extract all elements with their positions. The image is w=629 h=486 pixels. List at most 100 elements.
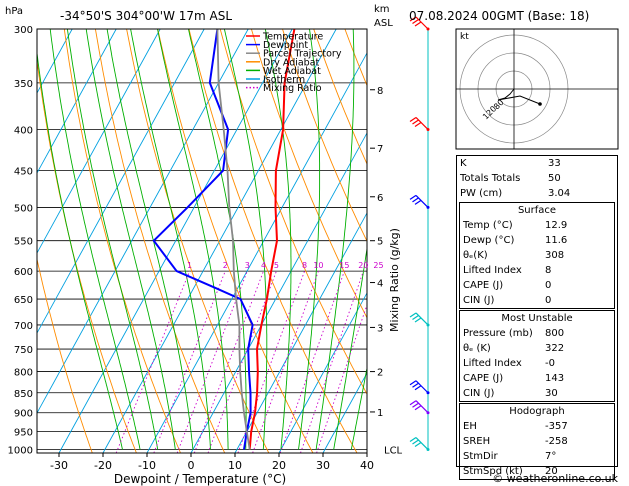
- pressure-tick-label: 500: [14, 203, 33, 214]
- dry-adiabat-line: [219, 29, 367, 395]
- index-label: K: [460, 158, 467, 169]
- pressure-tick-label: 900: [14, 409, 33, 420]
- mixing-ratio-line: [300, 270, 364, 453]
- index-row: StmSpd (kt) 20: [460, 464, 614, 479]
- isotherm-line: [37, 29, 117, 174]
- wet-adiabat-line: [49, 29, 141, 450]
- km-tick-label: 6: [377, 193, 383, 204]
- axis-labels: 3003504004505005506006507007508008509009…: [8, 25, 384, 472]
- dry-adiabat-line: [37, 257, 93, 453]
- index-value: 0: [545, 295, 552, 306]
- x-tick-label: 0: [188, 459, 195, 472]
- mixing-ratio-line: [153, 270, 226, 453]
- legend-label: Parcel Trajectory: [263, 49, 342, 60]
- index-value: 50: [548, 173, 561, 184]
- surface-title: Surface: [517, 205, 557, 216]
- index-label: CIN (J): [463, 388, 495, 399]
- index-row: CAPE (J) 143: [460, 371, 614, 386]
- isotherm-line: [234, 212, 367, 453]
- index-value: 3.04: [548, 188, 571, 199]
- hodograph-section: Hodograph EH -357 SREH -258 StmDir 7° StmSpd (…: [459, 403, 615, 480]
- x-tick-label: 30: [316, 459, 330, 472]
- top-indices: K 33 Totals Totals 50 PW (cm) 3.04: [457, 156, 617, 201]
- plot-frame: [36, 28, 368, 454]
- index-value: 322: [545, 343, 565, 354]
- km-tick-label: 2: [377, 368, 383, 379]
- index-label: θₑ(K): [463, 250, 488, 261]
- legend-label: Temperature: [262, 32, 323, 43]
- index-row: StmDir 7°: [460, 449, 614, 464]
- pressure-tick-label: 650: [14, 295, 33, 306]
- mixing-ratio-line: [316, 303, 367, 453]
- mixing-ratio-label: 3: [245, 261, 250, 270]
- index-label: CIN (J): [463, 295, 495, 306]
- index-value: 800: [545, 328, 565, 339]
- index-value: 8: [545, 265, 552, 276]
- index-value: 20: [545, 466, 558, 477]
- index-label: EH: [463, 421, 477, 432]
- dry-adiabat-line: [126, 29, 270, 453]
- lcl-label: LCL: [384, 446, 403, 457]
- isotherm-line: [37, 29, 161, 254]
- wet-adiabat-line: [37, 49, 123, 450]
- dry-adiabat-line: [313, 29, 367, 166]
- most-unstable-title: Most Unstable: [501, 313, 573, 324]
- legend-label: Isotherm: [263, 75, 305, 86]
- index-value: -357: [545, 421, 568, 432]
- wet-adiabat-line: [66, 29, 159, 450]
- index-value: 7°: [545, 451, 557, 462]
- wind-barbs: [409, 16, 430, 452]
- mixing-ratio-label: 8: [302, 261, 307, 270]
- index-label: PW (cm): [460, 188, 503, 199]
- index-row: Lifted Index -0: [460, 356, 614, 371]
- x-tick-label: -10: [138, 459, 156, 472]
- pressure-tick-label: 950: [14, 428, 33, 439]
- plot-area: [37, 29, 367, 453]
- index-value: -0: [545, 358, 555, 369]
- location-title: -34°50'S 304°00'W 17m ASL: [60, 9, 232, 23]
- wet-adiabat-line: [298, 29, 321, 450]
- legend-label: Dry Adiabat: [263, 57, 320, 68]
- index-value: 33: [548, 158, 561, 169]
- wind-barb: [409, 380, 430, 395]
- km-tick-label: 5: [377, 237, 383, 248]
- hpa-label: hPa: [5, 6, 23, 17]
- wind-barb: [409, 16, 430, 31]
- km-tick-label: 7: [377, 144, 383, 155]
- hodograph-end-point: [538, 102, 542, 106]
- wet-adiabat-line: [315, 29, 355, 450]
- mixing-ratio-label: 4: [261, 261, 266, 270]
- km-tick-label: 3: [377, 323, 383, 334]
- mixing-ratio-line: [252, 270, 319, 453]
- index-row: Totals Totals 50: [457, 171, 617, 186]
- x-tick-label: -30: [50, 459, 68, 472]
- index-row: CIN (J) 30: [460, 386, 614, 401]
- pressure-tick-label: 850: [14, 389, 33, 400]
- index-label: Dewp (°C): [463, 235, 515, 246]
- pressure-tick-label: 400: [14, 125, 33, 136]
- wet-adiabat-line: [333, 245, 367, 450]
- asl-label: ASL: [374, 18, 393, 29]
- isotherm-line: [190, 132, 367, 453]
- index-value: 30: [545, 388, 558, 399]
- x-tick-label: 10: [228, 459, 242, 472]
- wind-barb: [409, 194, 430, 209]
- mixing-ratio-label: 2: [223, 261, 228, 270]
- km-axis: 8 7 6 5 4 3 2 1 LCL: [370, 86, 403, 457]
- wet-adiabat-line: [350, 365, 367, 450]
- index-row: CIN (J) 0: [460, 293, 614, 308]
- wind-barb: [409, 116, 430, 131]
- index-label: CAPE (J): [463, 280, 504, 291]
- wet-adiabat-line: [157, 29, 229, 450]
- mixing-ratio-line: [176, 270, 248, 453]
- index-label: SREH: [463, 436, 491, 447]
- mixing-ratio-line: [115, 270, 191, 453]
- x-axis-title: Dewpoint / Temperature (°C): [114, 472, 286, 486]
- km-tick-label: 1: [377, 408, 383, 419]
- index-row: PW (cm) 3.04: [457, 186, 617, 201]
- mixing-ratio-line: [193, 270, 264, 453]
- wind-barb: [409, 400, 430, 415]
- index-value: 11.6: [545, 235, 568, 246]
- x-tick-label: 20: [272, 459, 286, 472]
